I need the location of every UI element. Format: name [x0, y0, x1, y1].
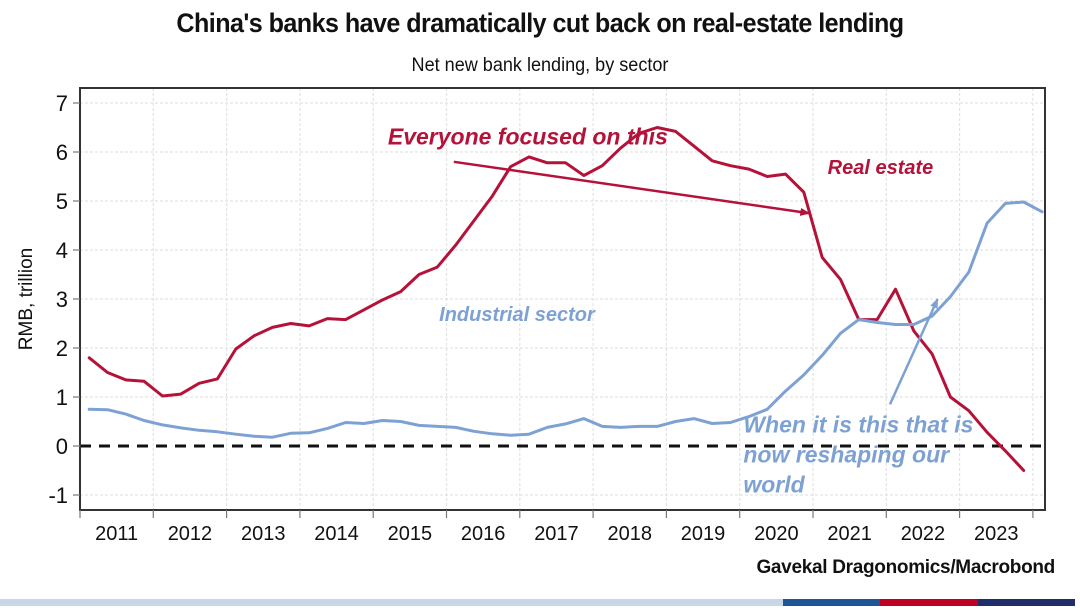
annotation-arrow-red — [453, 160, 811, 216]
footer-bar-segment — [783, 599, 880, 606]
gridlines — [80, 88, 1045, 510]
series-line-industrial-sector — [87, 200, 1044, 439]
annotation-layer: Real estate Industrial sector Everyone foc… — [388, 124, 974, 498]
x-tick-label: 2019 — [681, 523, 726, 545]
y-tick-label: 7 — [56, 91, 68, 116]
x-tick-label: 2011 — [95, 523, 138, 545]
chart-svg: Real estate Industrial sector Everyone foc… — [16, 87, 1046, 545]
x-tick-label: 2018 — [608, 523, 653, 545]
x-tick-label: 2015 — [388, 523, 433, 545]
annotation-real-estate: Everyone focused on this — [388, 124, 668, 150]
y-tick-label: 4 — [56, 238, 68, 263]
y-tick-label: 1 — [56, 385, 68, 410]
x-tick-label: 2023 — [974, 523, 1019, 545]
annotation-industrial-line: When it is this that is — [743, 411, 973, 437]
series-label: Industrial sector — [439, 304, 596, 326]
footer-bar-segment — [978, 599, 1075, 606]
annotation-industrial-line: now reshaping our — [743, 441, 950, 467]
footer-bar-segment — [880, 599, 978, 606]
y-tick-label: 6 — [56, 140, 68, 165]
x-tick-label: 2016 — [461, 523, 506, 545]
x-axis: 2011 2012 2013 2014 2015 2016 2017 2018 2019 2020… — [79, 510, 1034, 545]
y-axis-label: RMB, trillion — [16, 248, 37, 350]
y-tick-label: 0 — [56, 434, 68, 459]
y-tick-label: 3 — [56, 287, 68, 312]
x-tick-label: 2012 — [168, 523, 213, 545]
x-tick-label: 2017 — [534, 523, 579, 545]
chart-title: China's banks have dramatically cut back… — [176, 8, 904, 38]
series-label: Real estate — [828, 157, 934, 179]
series-layer — [87, 126, 1044, 472]
x-tick-label: 2020 — [754, 523, 799, 545]
x-tick-label: 2022 — [901, 523, 946, 545]
footer-bar-segment — [0, 599, 783, 606]
y-tick-label: 5 — [56, 189, 68, 214]
y-axis: -1 0 1 2 3 4 5 6 7 — [48, 91, 80, 508]
annotation-arrow-blue — [888, 298, 939, 405]
y-tick-label: -1 — [48, 483, 68, 508]
x-tick-label: 2021 — [827, 523, 872, 545]
source-credit: Gavekal Dragonomics/Macrobond — [756, 557, 1055, 578]
y-tick-label: 2 — [56, 336, 68, 361]
chart-subtitle: Net new bank lending, by sector — [411, 55, 669, 76]
x-tick-label: 2013 — [241, 523, 286, 545]
annotation-industrial-line: world — [743, 471, 805, 497]
x-tick-label: 2014 — [314, 523, 359, 545]
